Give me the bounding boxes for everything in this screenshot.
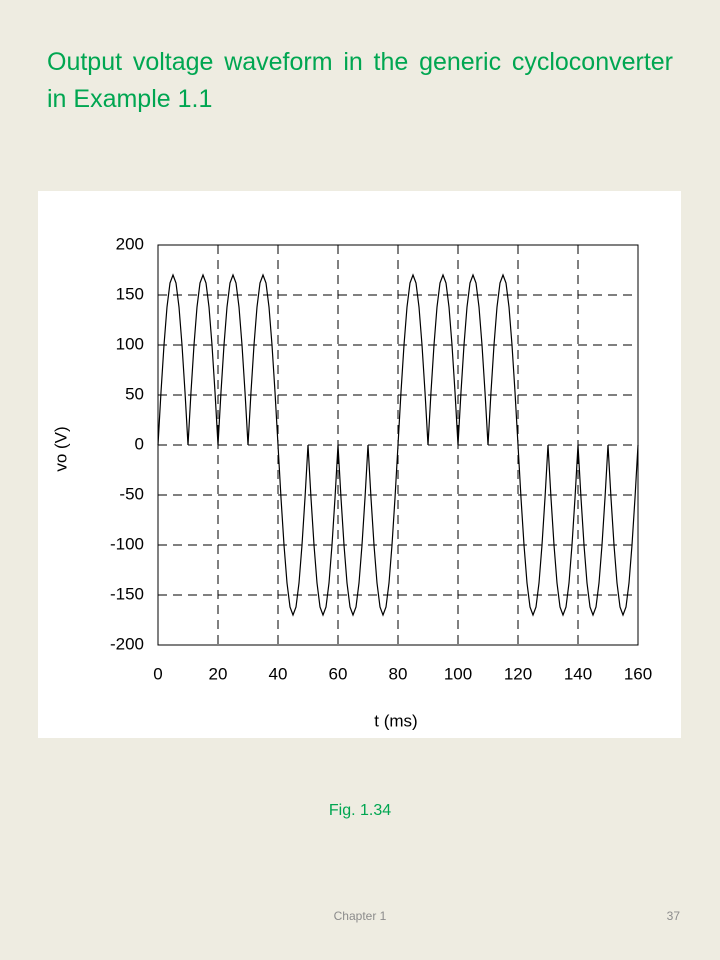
- y-tick-label: 150: [116, 284, 144, 303]
- y-tick-label: -200: [110, 634, 144, 653]
- footer-chapter: Chapter 1: [333, 909, 387, 923]
- x-tick-label: 160: [624, 664, 652, 683]
- x-tick-label: 60: [329, 664, 348, 683]
- y-axis-label: vo (V): [51, 426, 70, 471]
- chart-background: [38, 191, 681, 738]
- x-axis-label: t (ms): [374, 711, 417, 730]
- y-tick-label: 0: [135, 434, 144, 453]
- x-tick-label: 100: [444, 664, 472, 683]
- waveform-line: [157, 273, 639, 617]
- y-tick-label: -150: [110, 584, 144, 603]
- slide-title: Output voltage waveform in the generic c…: [47, 48, 673, 113]
- x-tick-label: 120: [504, 664, 532, 683]
- page-number: 37: [666, 909, 680, 923]
- x-tick-label: 40: [269, 664, 288, 683]
- x-tick-label: 140: [564, 664, 592, 683]
- x-tick-label: 20: [209, 664, 228, 683]
- y-tick-label: -50: [119, 484, 144, 503]
- chart: t (ms) vo (V) -200 -150 -100 -50 0 50 100 150 20…: [38, 191, 681, 738]
- x-tick-label: 80: [389, 664, 408, 683]
- figure-caption: Fig. 1.34: [328, 802, 392, 819]
- x-tick-label: 0: [153, 664, 162, 683]
- y-tick-label: 200: [116, 234, 144, 253]
- y-tick-label: 50: [125, 384, 144, 403]
- y-tick-label: -100: [110, 534, 144, 553]
- y-tick-label: 100: [116, 334, 144, 353]
